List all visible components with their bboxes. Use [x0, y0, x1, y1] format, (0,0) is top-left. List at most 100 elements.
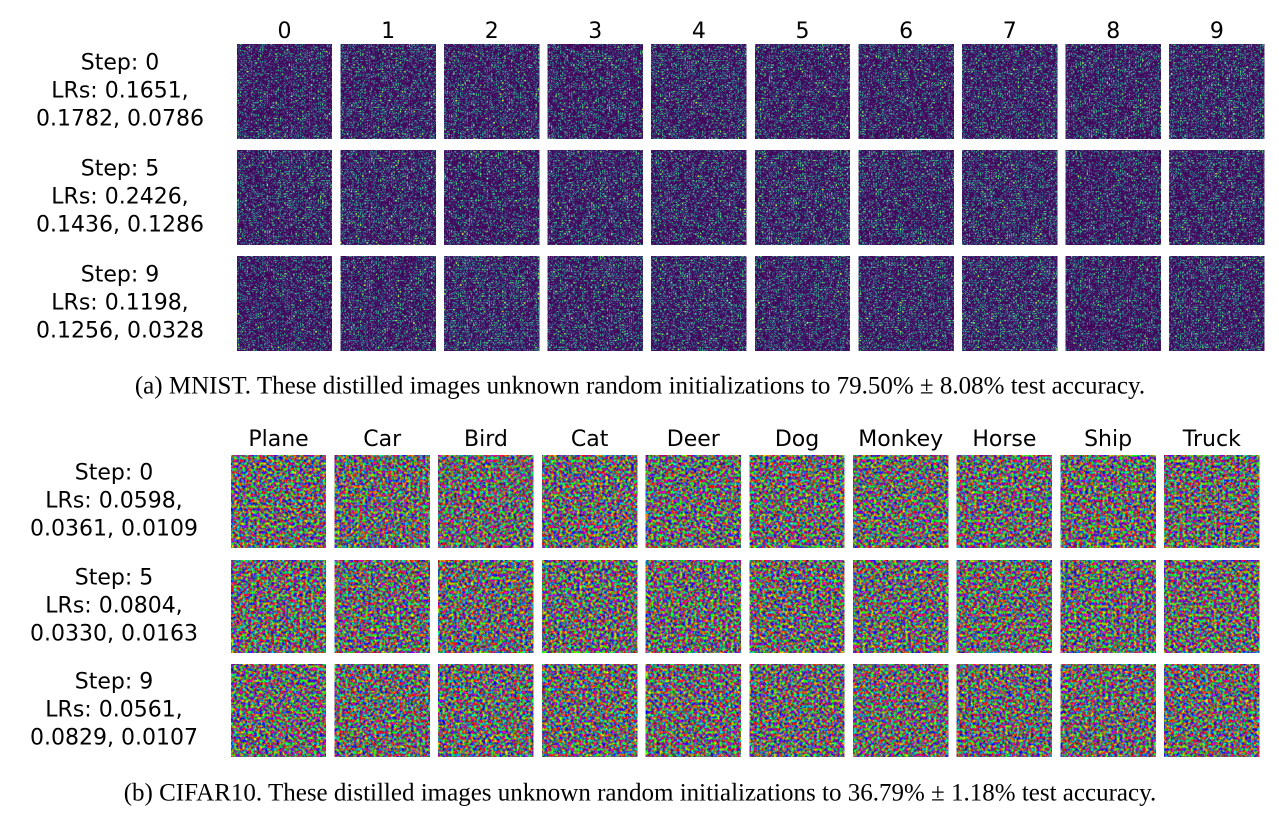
distilled-image	[444, 256, 540, 351]
distilled-image	[1169, 44, 1265, 139]
column-header: Truck	[1182, 427, 1241, 452]
distilled-image	[749, 560, 845, 653]
row-label: 0.0361, 0.0109	[30, 517, 198, 542]
row-label: Step: 0	[75, 461, 154, 486]
distilled-image	[438, 455, 534, 548]
distilled-image	[645, 455, 741, 548]
distilled-image	[749, 455, 845, 548]
distilled-image	[547, 256, 643, 351]
column-header: 8	[1106, 19, 1120, 44]
row-label: LRs: 0.0804,	[45, 594, 182, 619]
row-label: Step: 9	[81, 263, 160, 288]
row-label: 0.1436, 0.1286	[36, 213, 204, 238]
distilled-image	[1169, 256, 1265, 351]
distilled-image	[547, 150, 643, 245]
distilled-image	[1065, 256, 1161, 351]
distilled-image	[1164, 455, 1260, 548]
distilled-image	[334, 664, 430, 757]
distilled-image	[444, 44, 540, 139]
distilled-image	[237, 150, 332, 245]
column-header: Plane	[248, 427, 308, 452]
distilled-image	[755, 256, 850, 351]
column-header: Deer	[667, 427, 721, 452]
column-header: 7	[1003, 19, 1017, 44]
column-header: Car	[363, 427, 402, 452]
distilled-image	[962, 256, 1058, 351]
distilled-image	[334, 560, 430, 653]
distilled-image	[1060, 664, 1156, 757]
distilled-image	[542, 560, 638, 653]
caption: (b) CIFAR10. These distilled images unkn…	[124, 780, 1157, 807]
distilled-image	[444, 150, 540, 245]
distilled-image	[651, 256, 747, 351]
distilled-image	[334, 455, 430, 548]
row-label: 0.0829, 0.0107	[30, 726, 198, 751]
distilled-image	[231, 560, 326, 653]
distilled-image	[853, 664, 949, 757]
column-header: 6	[899, 19, 913, 44]
distilled-image	[858, 256, 954, 351]
distilled-image	[651, 150, 747, 245]
distilled-image	[340, 150, 436, 245]
column-header: 5	[796, 19, 810, 44]
distilled-image	[645, 560, 741, 653]
distilled-image	[651, 44, 747, 139]
distilled-image	[1060, 560, 1156, 653]
distilled-image	[547, 44, 643, 139]
row-label: LRs: 0.2426,	[51, 185, 188, 210]
distilled-image	[231, 455, 326, 548]
distilled-image	[853, 560, 949, 653]
distilled-image	[438, 664, 534, 757]
distilled-image	[1065, 150, 1161, 245]
row-label: LRs: 0.1651,	[51, 79, 188, 104]
distilled-image	[1169, 150, 1265, 245]
distilled-image	[1164, 664, 1260, 757]
column-header: Horse	[972, 427, 1036, 452]
distilled-image	[962, 150, 1058, 245]
distilled-image	[853, 455, 949, 548]
column-header: Ship	[1084, 427, 1132, 452]
distilled-image	[542, 455, 638, 548]
distilled-image	[755, 44, 850, 139]
column-header: 3	[588, 19, 602, 44]
column-header: 0	[278, 19, 292, 44]
distilled-image	[749, 664, 845, 757]
row-label: LRs: 0.1198,	[51, 291, 188, 316]
row-label: LRs: 0.0598,	[45, 489, 182, 514]
column-header: Monkey	[858, 427, 943, 452]
column-header: 2	[485, 19, 499, 44]
row-label: LRs: 0.0561,	[45, 698, 182, 723]
row-label: Step: 9	[75, 670, 154, 695]
column-header: 4	[692, 19, 706, 44]
distilled-image	[1060, 455, 1156, 548]
distilled-image	[340, 44, 436, 139]
row-label: Step: 5	[81, 157, 160, 182]
distilled-image	[962, 44, 1058, 139]
distilled-image	[231, 664, 326, 757]
column-header: Dog	[775, 427, 819, 452]
distilled-image	[340, 256, 436, 351]
row-label: Step: 5	[75, 566, 154, 591]
distilled-image	[542, 664, 638, 757]
row-label: 0.1782, 0.0786	[36, 107, 204, 132]
distilled-image	[956, 560, 1052, 653]
distilled-image	[237, 256, 332, 351]
column-header: 9	[1210, 19, 1224, 44]
panel: Plane Car Bird Cat Deer Dog Monkey Horse Ship Tru…	[30, 427, 1260, 807]
column-header: Cat	[571, 427, 609, 452]
distilled-image	[438, 560, 534, 653]
row-label: 0.1256, 0.0328	[36, 319, 204, 344]
distilled-image	[237, 44, 332, 139]
row-label: 0.0330, 0.0163	[30, 622, 198, 647]
distilled-image	[645, 664, 741, 757]
distilled-image	[956, 455, 1052, 548]
column-header: Bird	[464, 427, 508, 452]
distilled-image	[1164, 560, 1260, 653]
column-header: 1	[381, 19, 395, 44]
distilled-image	[755, 150, 850, 245]
distilled-image	[1065, 44, 1161, 139]
panel: 0 1 2 3 4 5 6 7 8 9 Step: 0 LRs: 0.1651, 0.1782, 0.0…	[36, 19, 1265, 400]
row-label: Step: 0	[81, 51, 160, 76]
caption: (a) MNIST. These distilled images unknow…	[135, 373, 1145, 400]
